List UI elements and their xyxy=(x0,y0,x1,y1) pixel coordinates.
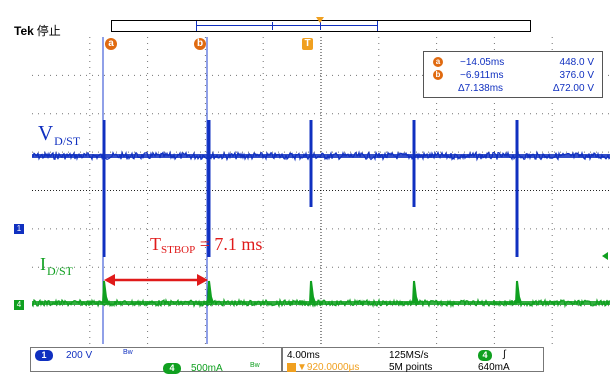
readout-row-b: b −6.911ms 376.0 V xyxy=(424,70,602,82)
ids-label-sub: D/ST xyxy=(47,264,74,278)
tstbop-annotation: TSTBOP = 7.1 ms xyxy=(150,234,262,256)
ch4-ground-marker[interactable]: 4 xyxy=(14,300,24,310)
ch1-spike xyxy=(207,120,211,257)
ch1-spike xyxy=(102,120,106,257)
timebase: 4.00ms xyxy=(287,350,320,361)
record-window-tick xyxy=(272,22,273,30)
cursor-a-icon: a xyxy=(433,57,443,67)
cursor-b-time: −6.911ms xyxy=(460,70,504,81)
ch4-badge[interactable]: 4 xyxy=(163,363,181,374)
cursor-a-badge[interactable]: a xyxy=(105,38,117,50)
ch4-spike xyxy=(207,280,214,304)
readout-row-a: a −14.05ms 448.0 V xyxy=(424,57,602,69)
brand-label: Tek 停止 xyxy=(14,22,61,39)
ids-trace-label: ID/ST xyxy=(40,254,73,279)
settings-bar: 1 200 V Bw 4 500mA Bw 4.00ms 125MS/s ▼92… xyxy=(0,344,610,374)
ch4-bw-limit: Bw xyxy=(250,362,260,369)
trigger-position-icon xyxy=(316,17,324,23)
cursor-a-value: 448.0 V xyxy=(559,57,594,68)
record-window-line xyxy=(197,25,377,26)
ch4-scale: 500mA xyxy=(191,363,223,374)
scope-display[interactable] xyxy=(32,37,610,344)
trigger-position-badge[interactable]: T xyxy=(302,38,313,50)
vertical-settings-box[interactable]: 1 200 V Bw 4 500mA Bw xyxy=(30,347,282,374)
cursor-readout: a −14.05ms 448.0 V b −6.911ms 376.0 V Δ7… xyxy=(423,51,603,98)
trigger-source-badge: 4 xyxy=(478,350,492,361)
ch4-spike xyxy=(515,280,522,304)
record-length: 5M points xyxy=(389,362,433,373)
vds-label-sub: D/ST xyxy=(54,134,81,148)
ch1-badge[interactable]: 1 xyxy=(35,350,53,361)
trigger-slope-icon: ∫ xyxy=(503,349,506,360)
ids-label-main: I xyxy=(40,254,46,274)
ch1-spike xyxy=(412,120,416,207)
trigger-offset: ▼920.0000μs xyxy=(297,362,360,373)
record-view-window[interactable] xyxy=(196,21,378,31)
cursor-b-icon: b xyxy=(433,70,443,80)
ch1-spike xyxy=(309,120,313,207)
ch1-band xyxy=(32,154,610,158)
trigger-level: 640mA xyxy=(478,362,510,373)
vds-label-main: V xyxy=(38,121,54,145)
ch4-spike xyxy=(412,280,419,304)
ch1-bw-limit: Bw xyxy=(123,349,133,356)
status-bar: Tek 停止 xyxy=(0,0,610,38)
ch4-band xyxy=(32,301,610,305)
double-arrow-icon xyxy=(104,274,208,286)
annotation-main: T xyxy=(150,234,161,254)
waveform-area xyxy=(32,37,610,344)
trigger-level-icon[interactable] xyxy=(602,252,608,260)
cursor-a-time: −14.05ms xyxy=(460,57,505,68)
acquisition-status: 停止 xyxy=(36,24,61,38)
readout-row-delta: Δ7.138ms Δ72.00 V xyxy=(424,83,602,95)
trigger-icon xyxy=(287,363,296,372)
cursor-delta-value: Δ72.00 V xyxy=(552,83,594,94)
cursor-delta-time: Δ7.138ms xyxy=(458,83,504,94)
ch1-spike xyxy=(515,120,519,257)
cursor-b-value: 376.0 V xyxy=(559,70,594,81)
vds-trace-label: VD/ST xyxy=(38,121,80,149)
graticule xyxy=(32,37,610,344)
ch1-ground-marker[interactable]: 1 xyxy=(14,224,24,234)
sample-rate: 125MS/s xyxy=(389,350,429,361)
cursor-b-badge[interactable]: b xyxy=(194,38,206,50)
trace-ch4 xyxy=(32,280,610,309)
record-window-tick xyxy=(320,22,321,30)
trace-ch1 xyxy=(32,120,610,257)
ch4-spike xyxy=(102,280,109,304)
brand-name: Tek xyxy=(14,24,34,38)
horizontal-trigger-box[interactable]: 4.00ms 125MS/s ▼920.0000μs 5M points 4 ∫… xyxy=(282,347,544,373)
ch1-scale: 200 V xyxy=(66,350,93,361)
annotation-value: = 7.1 ms xyxy=(195,234,263,254)
ch4-spike xyxy=(309,280,316,304)
annotation-sub: STBOP xyxy=(161,244,196,256)
